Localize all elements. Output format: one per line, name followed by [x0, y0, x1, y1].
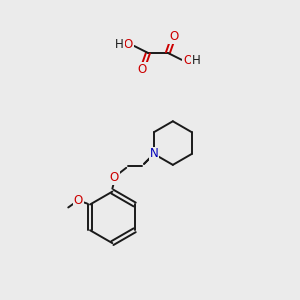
Text: O: O — [124, 38, 133, 52]
Text: H: H — [115, 38, 124, 52]
Text: O: O — [183, 54, 192, 67]
Text: O: O — [74, 194, 83, 207]
Text: H: H — [192, 54, 201, 67]
Text: N: N — [150, 148, 158, 160]
Text: O: O — [137, 63, 147, 76]
Text: O: O — [169, 30, 178, 43]
Text: N: N — [150, 148, 158, 160]
Text: O: O — [110, 171, 119, 184]
